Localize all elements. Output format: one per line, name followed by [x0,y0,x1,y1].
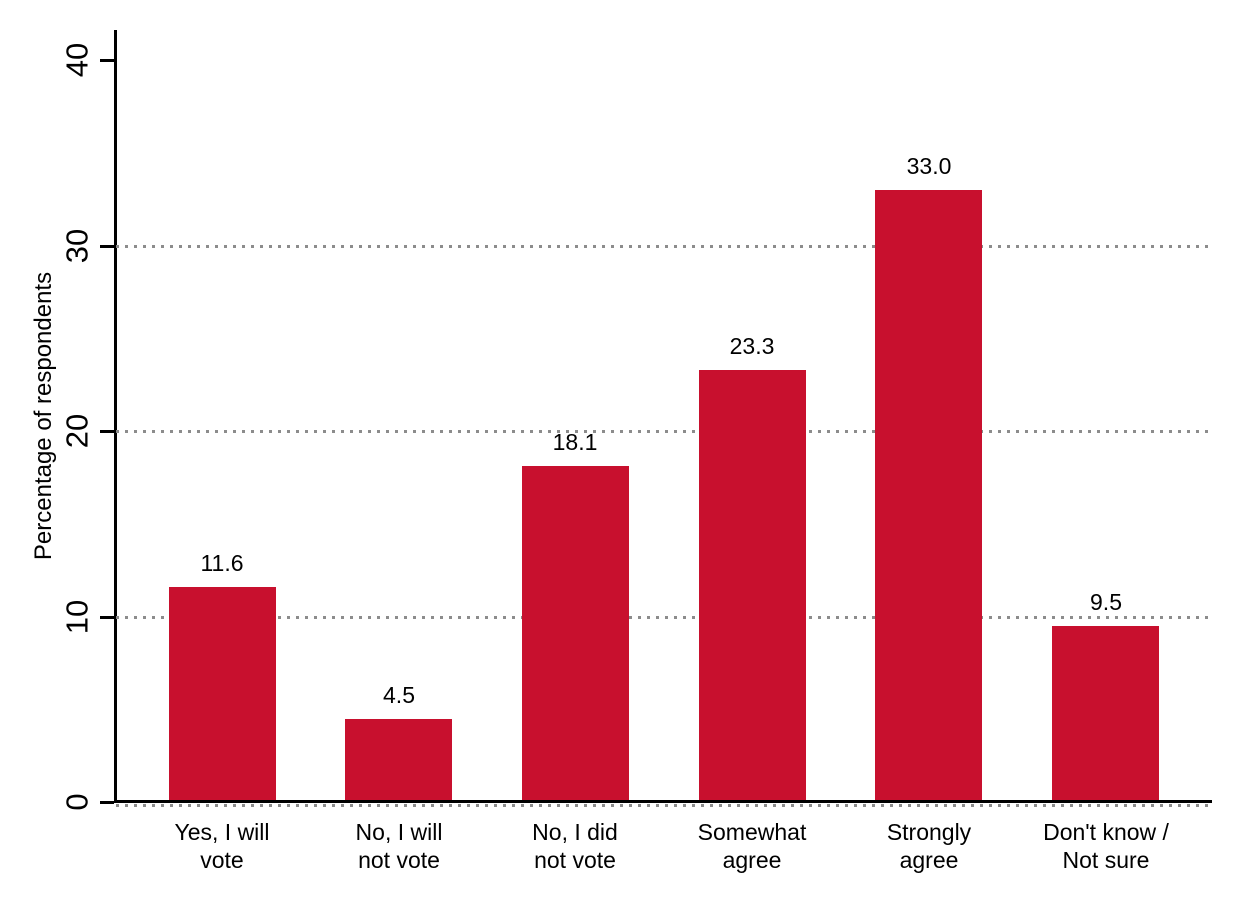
x-category-label-4: Somewhat agree [697,819,807,873]
bar-5 [875,190,982,800]
x-category-label-5: Strongly agree [886,819,972,873]
gridline-0 [116,804,1212,807]
bar-value-label-5: 33.0 [906,153,952,179]
bar-value-label-6: 9.5 [1090,589,1122,615]
x-category-label-6: Don't know / Not sure [1043,819,1169,873]
y-axis-tick-label-10: 10 [59,599,95,635]
y-axis-tick-30 [100,245,114,248]
y-axis-tick-0 [100,801,114,804]
bar-3 [522,466,629,800]
bar-2 [345,719,452,800]
y-axis-tick-label-0: 0 [59,793,95,811]
x-category-label-1: Yes, I will vote [174,819,270,873]
bar-6 [1052,626,1159,800]
x-category-label-3: No, I did not vote [532,819,618,873]
y-axis-tick-label-30: 30 [59,228,95,264]
gridline-20 [116,430,1212,433]
y-axis-tick-20 [100,430,114,433]
bar-value-label-3: 18.1 [552,429,598,455]
x-category-label-2: No, I will not vote [355,819,443,873]
bar-4 [699,370,806,800]
y-axis-tick-label-40: 40 [59,42,95,78]
x-axis-line [114,800,1212,803]
y-axis-tick-label-20: 20 [59,413,95,449]
bar-value-label-4: 23.3 [729,333,775,359]
y-axis-line [114,30,117,803]
bar-value-label-2: 4.5 [383,682,415,708]
bar-1 [169,587,276,800]
y-axis-title: Percentage of respondents [30,271,57,561]
y-axis-tick-40 [100,59,114,62]
gridline-10 [116,616,1212,619]
gridline-30 [116,245,1212,248]
y-axis-tick-10 [100,616,114,619]
bar-value-label-1: 11.6 [200,550,244,576]
